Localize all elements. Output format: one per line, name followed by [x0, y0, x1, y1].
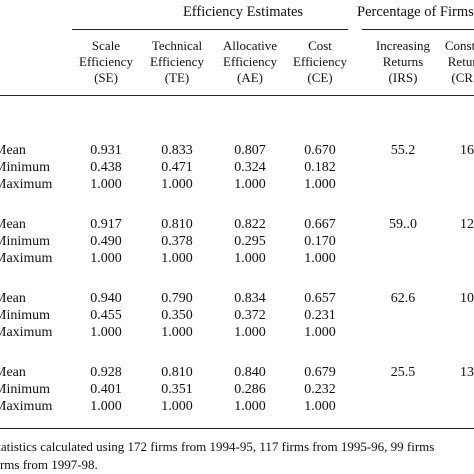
table-cell: 1.000	[90, 325, 122, 340]
table-cell: 0.490	[90, 234, 122, 249]
column-header-5-line2: Returns	[382, 54, 424, 69]
table-cell: 1.000	[304, 251, 336, 266]
table-cell: 0.940	[90, 291, 122, 306]
table-cell: 0.931	[90, 143, 122, 158]
table-cell: 0.667	[304, 217, 336, 232]
table-cell: 0.670	[304, 143, 336, 158]
column-header-1-line1: Scale	[91, 38, 121, 53]
table-bottom-rule	[0, 428, 474, 429]
table-cell: 1.000	[304, 399, 336, 414]
table-cell: 0.807	[234, 143, 266, 158]
header-bottom-rule	[0, 95, 474, 96]
table-cell: 0.822	[234, 217, 266, 232]
row-label: Maximum	[0, 325, 53, 340]
column-header-3-line1: Allocative	[222, 38, 278, 53]
table-cell: 0.350	[161, 308, 193, 323]
row-label: Mean	[0, 143, 26, 158]
table-cell: 0.928	[90, 365, 122, 380]
table-cell: 0.286	[234, 382, 266, 397]
row-label: Minimum	[0, 382, 51, 397]
table-cell: 0.657	[304, 291, 336, 306]
column-header-4-line1: Cost	[308, 38, 332, 53]
row-label: Maximum	[0, 251, 53, 266]
table-cell: 0.834	[234, 291, 266, 306]
column-header-4-line3: (CE)	[307, 70, 333, 85]
table-cell: 1.000	[90, 399, 122, 414]
crs-cell: 13	[460, 365, 474, 380]
table-cell: 1.000	[161, 251, 193, 266]
row-label: Mean	[0, 291, 26, 306]
table-cell: 0.170	[304, 234, 336, 249]
footnote-line-2: firms from 1997-98.	[0, 457, 98, 472]
crs-cell: 16	[460, 143, 474, 158]
header-percentage-of-firms: Percentage of Firms	[357, 4, 474, 20]
table-cell: 0.401	[90, 382, 122, 397]
column-header-5-line3: (IRS)	[388, 70, 418, 85]
table-cell: 1.000	[304, 325, 336, 340]
column-header-3-line2: Efficiency	[223, 54, 277, 69]
table-cell: 1.000	[90, 251, 122, 266]
crs-cell: 12	[460, 217, 474, 232]
header-efficiency-estimates: Efficiency Estimates	[182, 4, 304, 20]
table-cell: 0.372	[234, 308, 266, 323]
column-header-6-line1: Constant	[444, 38, 474, 53]
table-cell: 0.471	[161, 160, 193, 175]
row-label: Minimum	[0, 160, 51, 175]
crs-cell: 10	[460, 291, 474, 306]
irs-cell: 59..0	[389, 217, 417, 232]
table-cell: 0.840	[234, 365, 266, 380]
table-cell: 1.000	[161, 177, 193, 192]
row-label: Maximum	[0, 177, 53, 192]
column-header-2-line3: (TE)	[164, 70, 190, 85]
row-label: Mean	[0, 365, 26, 380]
table-cell: 1.000	[234, 251, 266, 266]
table-cell: 0.351	[161, 382, 193, 397]
table-cell: 1.000	[161, 325, 193, 340]
table-cell: 0.455	[90, 308, 122, 323]
column-header-5-line1: Increasing	[375, 38, 431, 53]
column-header-1-line3: (SE)	[94, 70, 118, 85]
row-label: Mean	[0, 217, 26, 232]
table-cell: 0.810	[161, 365, 193, 380]
table-cell: 0.232	[304, 382, 336, 397]
column-header-2-line1: Technical	[151, 38, 203, 53]
table-cell: 0.833	[161, 143, 193, 158]
column-header-6-line3: (CRS)	[451, 70, 474, 85]
column-header-3-line3: (AE)	[237, 70, 263, 85]
table-cell: 0.790	[161, 291, 193, 306]
table-cell: 0.378	[161, 234, 193, 249]
table-cell: 0.231	[304, 308, 336, 323]
group-rule-percentage	[362, 29, 474, 30]
table-cell: 0.295	[234, 234, 266, 249]
table-cell: 0.679	[304, 365, 336, 380]
table-cell: 1.000	[161, 399, 193, 414]
table-cell: 1.000	[234, 177, 266, 192]
table-cell: 0.324	[234, 160, 266, 175]
column-header-6-line2: Returns	[447, 54, 474, 69]
column-header-1-line2: Efficiency	[79, 54, 133, 69]
table-cell: 0.810	[161, 217, 193, 232]
table-cell: 1.000	[234, 325, 266, 340]
row-label: Minimum	[0, 234, 51, 249]
irs-cell: 25.5	[390, 365, 416, 380]
table-cell: 0.182	[304, 160, 336, 175]
irs-cell: 55.2	[390, 143, 416, 158]
column-header-4-line2: Efficiency	[293, 54, 347, 69]
table-cell: 0.917	[90, 217, 122, 232]
table-cell: 1.000	[234, 399, 266, 414]
table-cell: 0.438	[90, 160, 122, 175]
row-label: Maximum	[0, 399, 53, 414]
table-cell: 1.000	[304, 177, 336, 192]
group-rule-efficiency	[72, 29, 348, 30]
irs-cell: 62.6	[390, 291, 416, 306]
column-header-2-line2: Efficiency	[150, 54, 204, 69]
row-label: Minimum	[0, 308, 51, 323]
footnote-line-1: Statistics calculated using 172 firms fr…	[0, 439, 435, 454]
table-cell: 1.000	[90, 177, 122, 192]
